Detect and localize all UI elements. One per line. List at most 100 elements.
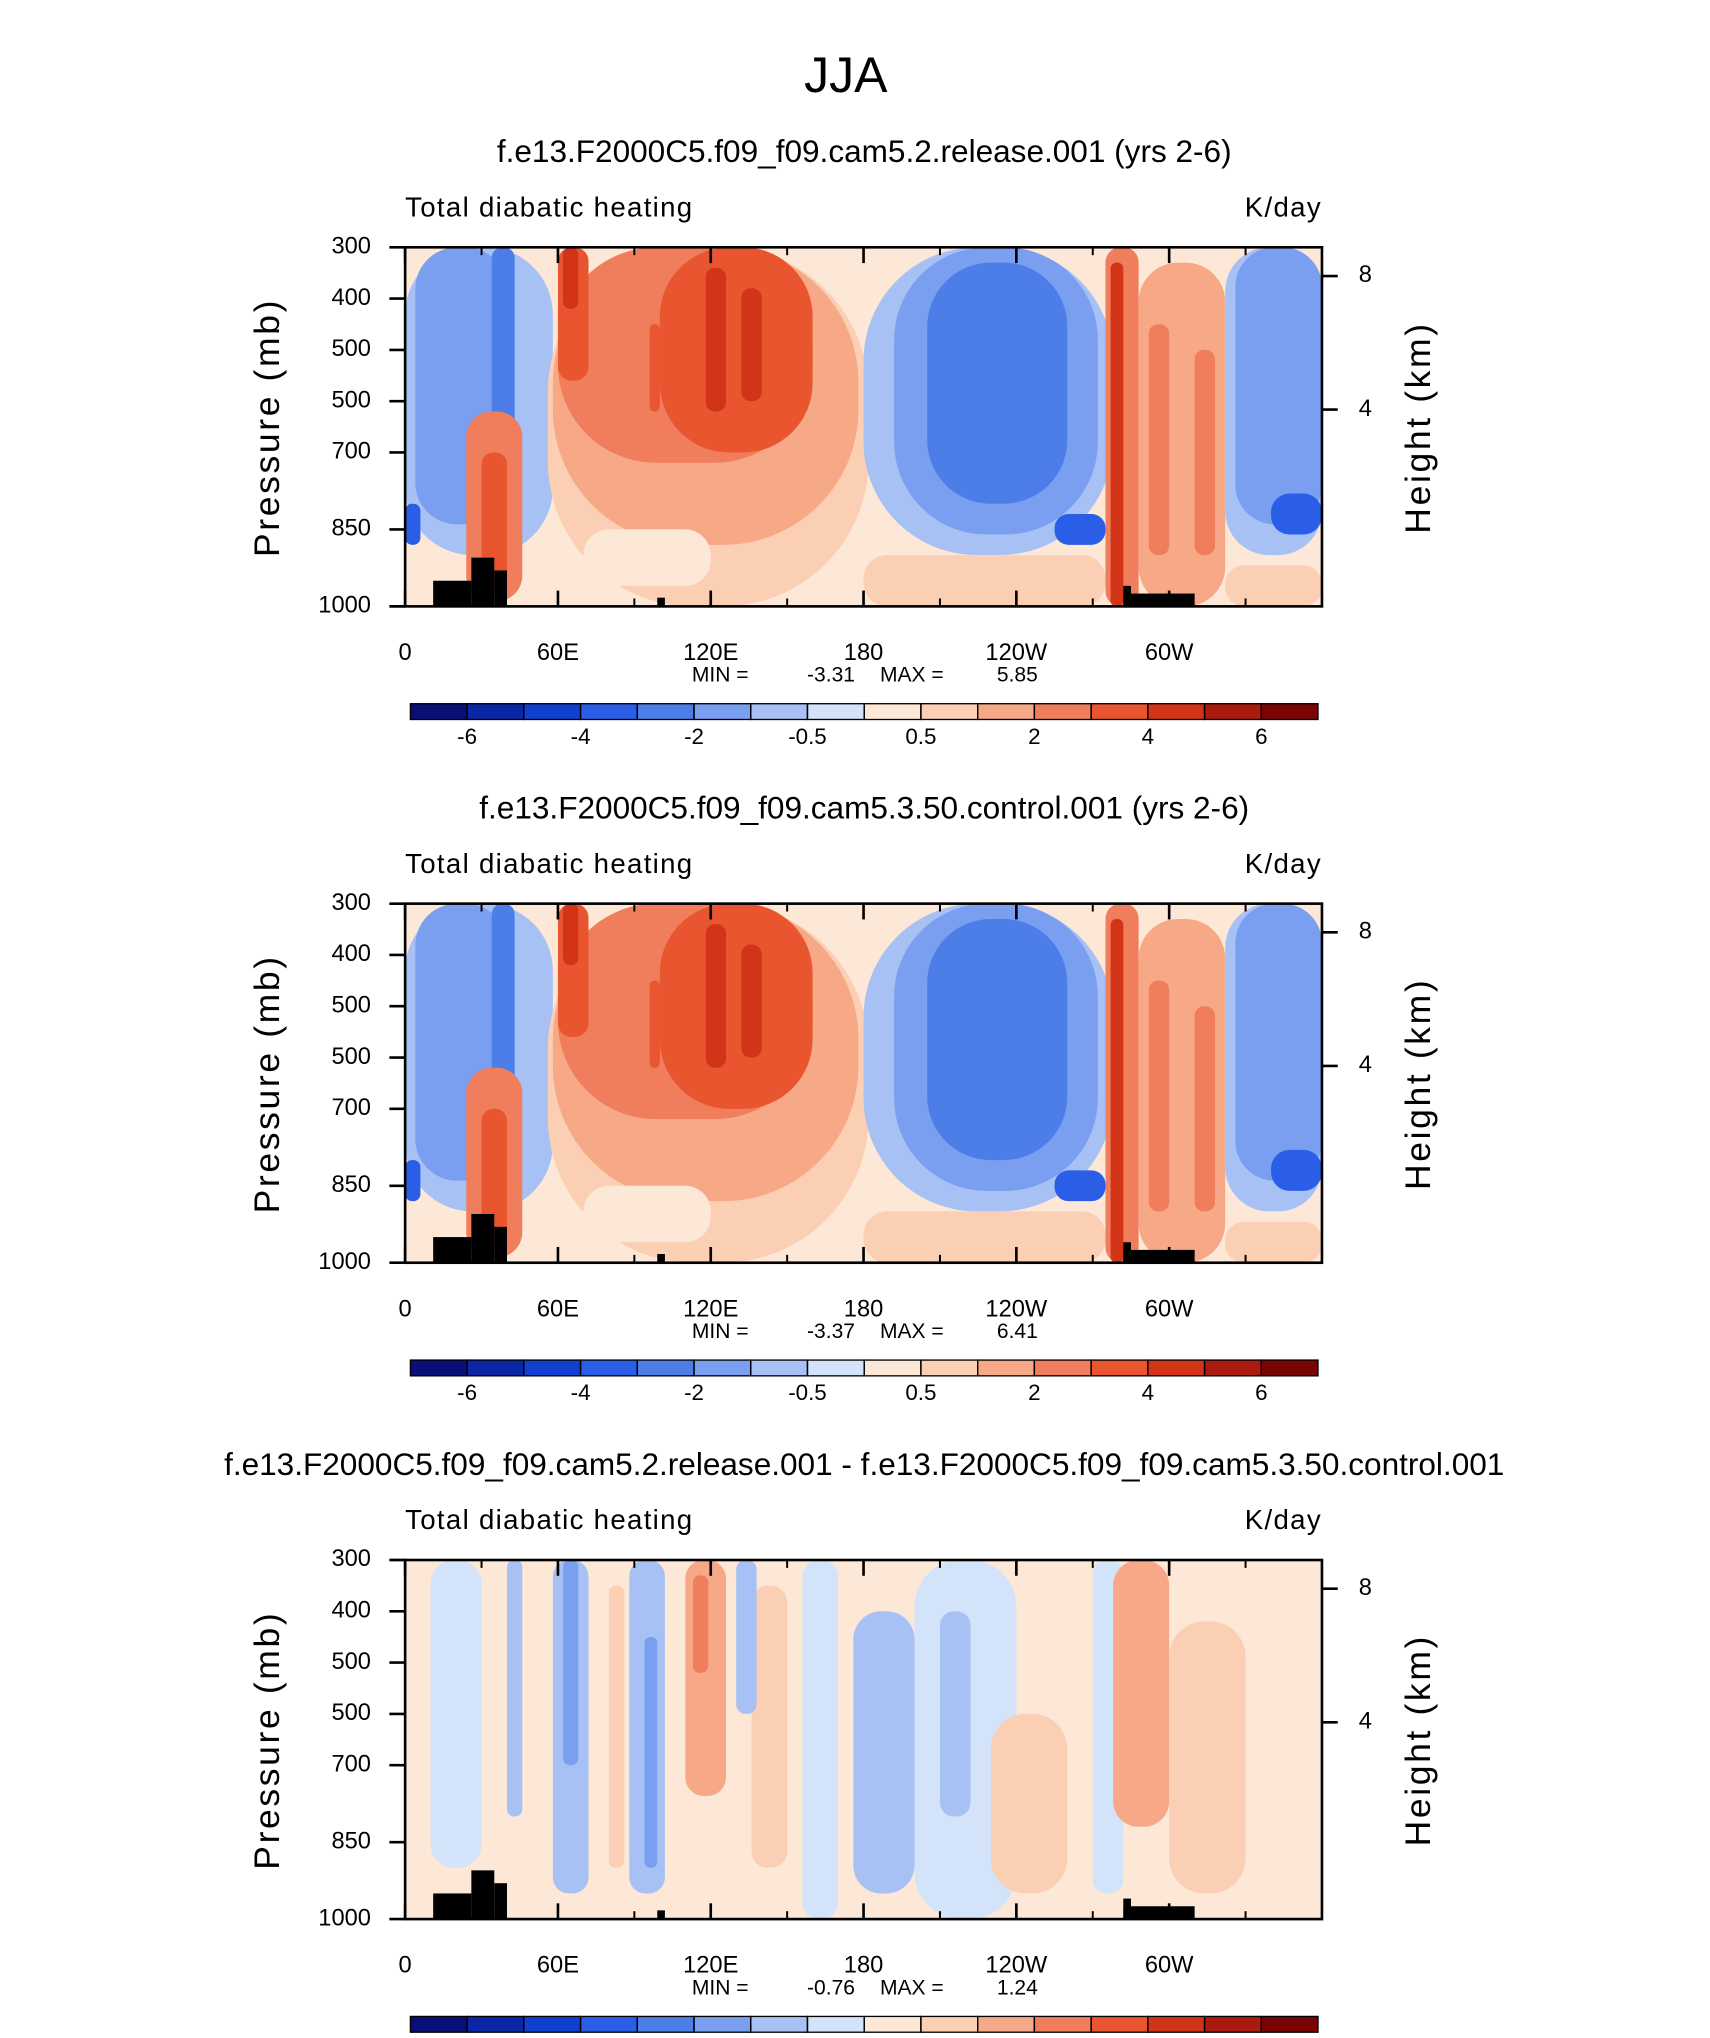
contour-region — [649, 980, 660, 1068]
colorbar-box — [636, 703, 695, 721]
contour-region — [608, 1585, 625, 1868]
contour-region — [1271, 493, 1322, 535]
topography — [1123, 1242, 1131, 1263]
y2-axis-label: Height (km) — [1398, 1634, 1438, 1846]
y-tick-label: 700 — [331, 439, 370, 465]
y2-tick-label: 4 — [1359, 396, 1372, 422]
x-tick-label: 60E — [537, 640, 579, 666]
contour-region — [491, 247, 515, 463]
x-tick-label: 60E — [537, 1953, 579, 1979]
panel-title: f.e13.F2000C5.f09_f09.cam5.2.release.001… — [224, 1446, 1504, 1482]
y-tick-label: 850 — [331, 516, 370, 542]
colorbar-box — [806, 1359, 865, 1377]
figure-title: JJA — [804, 47, 888, 103]
colorbar-box — [466, 1359, 525, 1377]
contour-region — [1148, 980, 1170, 1212]
topography — [1123, 593, 1195, 607]
y-tick-label: 500 — [331, 1700, 370, 1726]
colorbar-box — [1260, 1359, 1319, 1377]
contour-field — [405, 1560, 1322, 1920]
contour-region — [927, 919, 1068, 1161]
topography — [433, 580, 472, 607]
x-tick-label: 120E — [683, 1953, 738, 1979]
left-string: Total diabatic heating — [405, 1504, 693, 1535]
panel: f.e13.F2000C5.f09_f09.cam5.2.release.001… — [247, 133, 1438, 749]
right-string: K/day — [1245, 1504, 1322, 1535]
contour-region — [649, 324, 660, 412]
contour-region — [990, 1713, 1068, 1894]
min-value: -0.76 — [807, 1976, 855, 1999]
colorbar-box — [1203, 703, 1262, 721]
topography — [1123, 1906, 1195, 1920]
colorbar-label: 0.5 — [905, 1380, 936, 1405]
contour-region — [1225, 565, 1322, 607]
colorbar-label: 0 — [858, 2037, 870, 2038]
y-tick-label: 1000 — [318, 1905, 371, 1931]
contour-region — [927, 262, 1068, 504]
left-string: Total diabatic heating — [405, 848, 693, 879]
colorbar-box — [1033, 2015, 1092, 2033]
y-tick-label: 850 — [331, 1828, 370, 1854]
colorbar-label: 2 — [1028, 1380, 1040, 1405]
colorbar-label: 0.9 — [1076, 2037, 1107, 2038]
topography — [1123, 1898, 1131, 1920]
min-value: -3.37 — [807, 1320, 855, 1343]
contour-region — [1054, 514, 1106, 545]
topography — [494, 1226, 508, 1263]
y2-tick-label: 8 — [1359, 262, 1372, 288]
colorbar-label: -1.5 — [505, 2037, 544, 2038]
colorbar-box — [1147, 703, 1206, 721]
y-tick-label: 850 — [331, 1172, 370, 1198]
colorbar-box — [1033, 703, 1092, 721]
contour-region — [1110, 262, 1124, 607]
y-axis-label: Pressure (mb) — [247, 298, 287, 557]
x-tick-label: 60E — [537, 1296, 579, 1322]
y-tick-label: 500 — [331, 1649, 370, 1675]
colorbar-label: -4 — [571, 724, 591, 749]
colorbar-box — [693, 2015, 752, 2033]
colorbar-box — [1147, 2015, 1206, 2033]
colorbar-box — [1090, 703, 1149, 721]
colorbar-label: -0.9 — [618, 2037, 657, 2038]
x-tick-label: 60W — [1145, 1296, 1194, 1322]
contour-region — [1194, 349, 1215, 556]
colorbar-box — [750, 1359, 809, 1377]
x-tick-label: 60W — [1145, 1953, 1194, 1979]
colorbar-box — [693, 1359, 752, 1377]
contour-region — [802, 1560, 839, 1920]
max-label: MAX = — [880, 1320, 944, 1343]
colorbar-box — [1090, 1359, 1149, 1377]
colorbar-label: -6 — [457, 724, 477, 749]
colorbar-box — [409, 703, 468, 721]
colorbar-box — [977, 1359, 1036, 1377]
panel: f.e13.F2000C5.f09_f09.cam5.3.50.control.… — [247, 790, 1438, 1406]
colorbar-box — [977, 2015, 1036, 2033]
colorbar-box — [579, 703, 638, 721]
x-tick-label: 120W — [985, 1296, 1047, 1322]
colorbar-box — [863, 1359, 922, 1377]
min-label: MIN = — [692, 1320, 749, 1343]
contour-region — [405, 1160, 421, 1202]
colorbar-box — [1090, 2015, 1149, 2033]
y-tick-label: 1000 — [318, 1249, 371, 1275]
contour-region — [481, 1108, 508, 1243]
min-label: MIN = — [692, 1976, 749, 1999]
colorbar-label: -0.5 — [788, 724, 827, 749]
panel-title: f.e13.F2000C5.f09_f09.cam5.3.50.control.… — [479, 790, 1249, 826]
colorbar-box — [523, 2015, 582, 2033]
topography — [1123, 1249, 1195, 1263]
x-tick-label: 120W — [985, 1953, 1047, 1979]
topography — [494, 1883, 508, 1920]
contour-region — [659, 247, 813, 453]
colorbar-box — [636, 1359, 695, 1377]
y-tick-label: 500 — [331, 387, 370, 413]
colorbar-label: 0.5 — [905, 724, 936, 749]
topography — [471, 1214, 495, 1263]
max-value: 6.41 — [997, 1320, 1038, 1343]
colorbar-box — [409, 1359, 468, 1377]
topography — [657, 1254, 665, 1263]
y-tick-label: 300 — [331, 890, 370, 916]
contour-region — [1235, 903, 1322, 1181]
y-tick-label: 300 — [331, 234, 370, 260]
